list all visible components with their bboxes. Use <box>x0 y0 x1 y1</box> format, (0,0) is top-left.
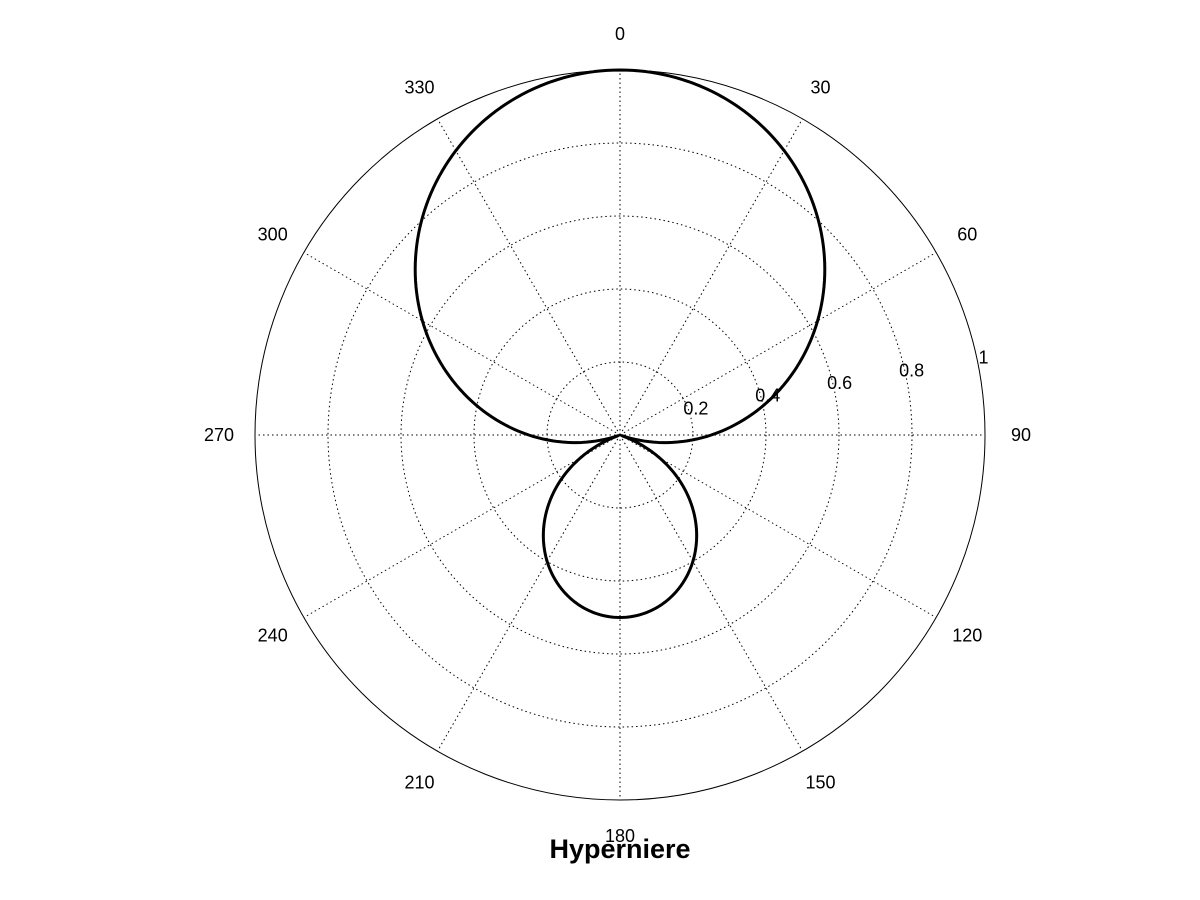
theta-tick-label-150: 150 <box>805 772 835 792</box>
theta-tick-label-30: 30 <box>810 78 830 98</box>
theta-tick-label-210: 210 <box>404 772 434 792</box>
theta-grid-line-300 <box>303 252 621 436</box>
chart-title: Hyperniere <box>549 834 690 864</box>
r-grid-ring-0.4 <box>473 288 767 582</box>
theta-tick-label-300: 300 <box>258 225 288 245</box>
r-tick-label-0.2: 0.2 <box>683 398 708 418</box>
theta-tick-label-90: 90 <box>1011 425 1031 445</box>
polar-labels: 0 30 60 90 120 150 180 210 240 270 300 330 0.2 0.4 0.6… <box>204 24 1031 846</box>
theta-tick-label-240: 240 <box>258 626 288 646</box>
theta-tick-label-60: 60 <box>957 225 977 245</box>
r-grid-ring-0.6 <box>400 215 840 655</box>
theta-grid-line-330 <box>437 118 621 436</box>
polar-grid <box>254 69 986 801</box>
r-tick-label-0.8: 0.8 <box>899 360 924 380</box>
theta-grid-line-150 <box>619 434 803 752</box>
theta-tick-label-180: 180 <box>605 826 635 846</box>
r-grid-ring-0.2 <box>546 361 694 509</box>
hypercardioid-series-line <box>413 68 827 619</box>
r-tick-label-1: 1 <box>978 348 988 368</box>
theta-grid-line-60 <box>619 252 937 436</box>
polar-curve-group <box>413 68 827 619</box>
theta-tick-label-330: 330 <box>404 78 434 98</box>
theta-tick-label-0: 0 <box>615 24 625 44</box>
theta-grid-line-240 <box>303 434 621 618</box>
theta-tick-label-270: 270 <box>204 425 234 445</box>
theta-tick-label-120: 120 <box>952 626 982 646</box>
r-tick-label-0.6: 0.6 <box>827 373 852 393</box>
theta-grid-line-120 <box>619 434 937 618</box>
theta-grid-line-210 <box>437 434 621 752</box>
r-grid-ring-0.8 <box>327 142 913 728</box>
r-tick-label-0.4: 0.4 <box>755 386 780 406</box>
